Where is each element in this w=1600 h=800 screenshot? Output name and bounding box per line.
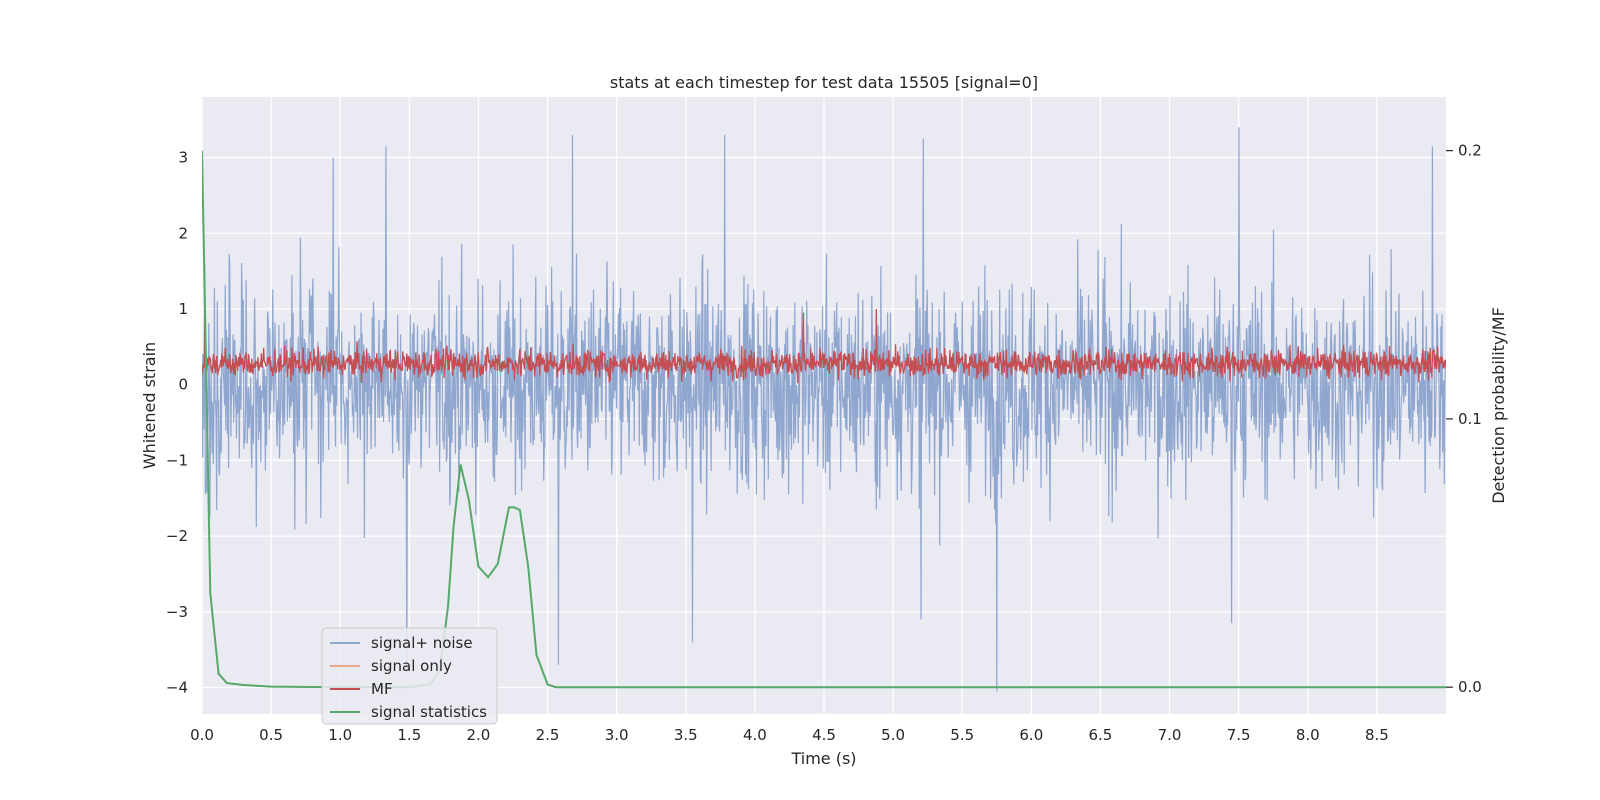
x-axis-label: Time (s) (790, 749, 856, 768)
x-tick-label: 7.0 (1158, 726, 1182, 744)
legend-box (321, 627, 498, 725)
x-tick-label: 1.5 (397, 726, 421, 744)
x-tick-label: 2.5 (536, 726, 560, 744)
x-tick-label: 1.0 (328, 726, 352, 744)
y-axis-right: 0.2 0.1 0.0 (1446, 142, 1482, 696)
y-tick-label: 1 (178, 300, 188, 318)
y2-tick-label: 0.0 (1458, 678, 1482, 696)
y-tick-label: −3 (166, 603, 188, 621)
y-axis-label: Whitened strain (140, 342, 159, 469)
x-tick-label: 0.0 (190, 726, 214, 744)
y-tick-label: −1 (166, 451, 188, 469)
x-tick-label: 8.0 (1296, 726, 1320, 744)
series-signal-noise (202, 127, 1446, 692)
x-tick-label: 0.5 (259, 726, 283, 744)
x-tick-label: 8.5 (1365, 726, 1389, 744)
y2-tick-label: 0.1 (1458, 410, 1482, 428)
legend: signal+ noise signal only MF signal statist… (321, 627, 498, 725)
y2-tick-label: 0.2 (1458, 142, 1482, 160)
legend-label: signal+ noise (371, 634, 473, 652)
y2-axis-label: Detection probability/MF (1489, 307, 1508, 504)
series-mf (202, 286, 1446, 384)
y-tick-label: 0 (178, 376, 188, 394)
legend-label: signal only (371, 657, 452, 675)
y-axis-left: 3 2 1 0 −1 −2 −3 −4 (166, 149, 188, 697)
series-signal-statistics (202, 150, 1446, 689)
legend-label: MF (371, 680, 393, 698)
y-tick-label: 3 (178, 149, 188, 167)
x-axis: 0.0 0.5 1.0 1.5 2.0 2.5 3.0 3.5 4.0 4.5 5.0 5.5 6.0 6… (190, 726, 1389, 744)
x-tick-label: 5.5 (950, 726, 974, 744)
legend-label: signal statistics (371, 703, 487, 721)
y-tick-label: 2 (178, 224, 188, 242)
x-tick-label: 4.0 (743, 726, 767, 744)
y-tick-label: −4 (166, 679, 188, 697)
x-tick-label: 6.0 (1019, 726, 1043, 744)
x-tick-label: 3.0 (605, 726, 629, 744)
x-tick-label: 7.5 (1227, 726, 1251, 744)
x-tick-label: 5.0 (881, 726, 905, 744)
chart-title: stats at each timestep for test data 155… (610, 73, 1038, 92)
y-tick-label: −2 (166, 527, 188, 545)
x-tick-label: 4.5 (812, 726, 836, 744)
x-tick-label: 2.0 (467, 726, 491, 744)
x-tick-label: 3.5 (674, 726, 698, 744)
x-tick-label: 6.5 (1089, 726, 1113, 744)
series-layer (202, 127, 1446, 692)
